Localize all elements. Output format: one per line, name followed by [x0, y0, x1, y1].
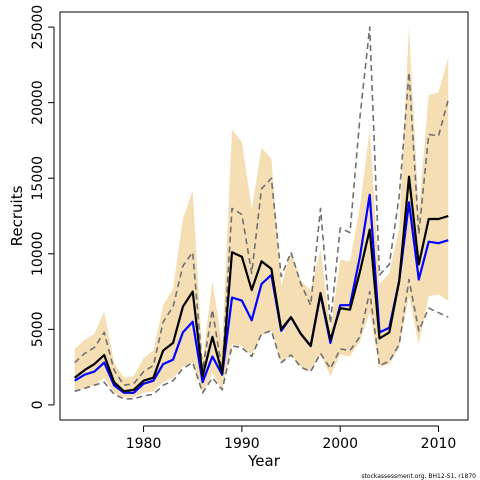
confidence-band-area — [74, 27, 449, 398]
x-axis: 1980 1990 2000 2010 — [126, 425, 457, 452]
y-tick-label: 25000 — [30, 5, 46, 50]
y-tick-label: 20000 — [30, 80, 46, 125]
y-tick-label: 15000 — [30, 156, 46, 201]
plot-frame — [59, 11, 469, 421]
confidence-band — [74, 27, 449, 398]
x-tick-label: 2000 — [322, 436, 358, 452]
x-tick-label: 1990 — [224, 436, 260, 452]
series-lines — [74, 26, 450, 400]
y-tick-label: 10000 — [30, 232, 46, 277]
y-tick-label: 0 — [30, 400, 46, 409]
lower-dashed-line — [74, 278, 449, 400]
x-axis-title: Year — [247, 452, 281, 470]
credit-text: stockassessment.org, BH12-S1, r1870 — [361, 473, 476, 480]
black-line — [74, 175, 449, 393]
upper-dashed-line — [74, 26, 450, 387]
blue-line — [74, 193, 449, 394]
x-tick-label: 1980 — [126, 436, 162, 452]
y-axis: 0 5000 10000 15000 20000 25000 — [30, 5, 55, 409]
y-tick-label: 5000 — [30, 312, 46, 348]
x-tick-label: 2010 — [421, 436, 457, 452]
y-axis-title: Recruits — [8, 185, 26, 246]
